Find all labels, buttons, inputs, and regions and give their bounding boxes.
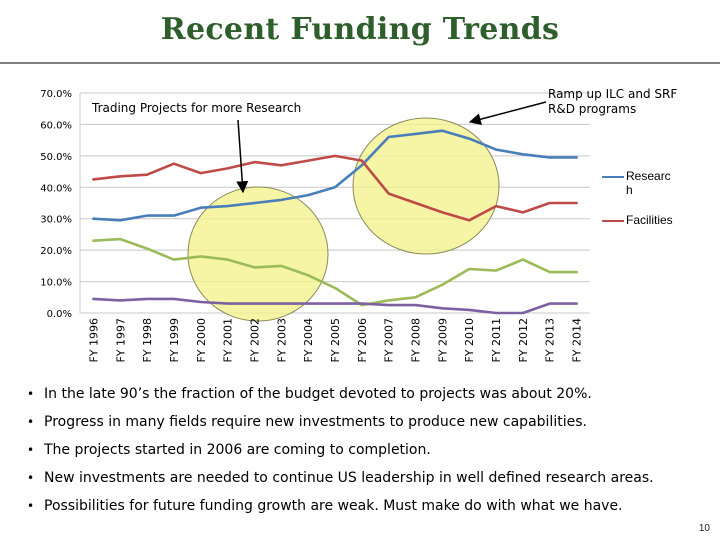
- bullet-dot-icon: •: [27, 499, 35, 513]
- callout-arrows: [236, 101, 547, 194]
- x-tick-label: FY 2012: [517, 318, 530, 363]
- callout-ramp-up: Ramp up ILC and SRF R&D programs: [548, 87, 677, 117]
- funding-trends-chart: 0.0%10.0%20.0%30.0%40.0%50.0%60.0%70.0% …: [40, 89, 590, 363]
- y-tick-label: 10.0%: [40, 278, 72, 289]
- bullet-text: In the late 90’s the fraction of the bud…: [44, 386, 592, 402]
- bullet-dot-icon: •: [27, 443, 35, 457]
- slide-title: Recent Funding Trends: [160, 12, 560, 47]
- y-tick-label: 60.0%: [40, 120, 72, 131]
- bullet-item: • New investments are needed to continue …: [24, 468, 714, 496]
- series-line-0: [92, 129, 578, 222]
- bullet-text: Progress in many fields require new inve…: [44, 414, 587, 430]
- title-divider: [0, 62, 720, 64]
- legend-label-facilities: Facilities: [626, 213, 673, 227]
- bullet-text: The projects started in 2006 are coming …: [44, 442, 431, 458]
- x-tick-label: FY 1999: [168, 318, 181, 363]
- bullet-item: • The projects started in 2006 are coming…: [24, 440, 714, 468]
- x-tick-label: FY 2009: [436, 318, 449, 363]
- arrow-right: [468, 101, 547, 126]
- bullet-item: • In the late 90’s the fraction of the bu…: [24, 384, 714, 412]
- y-tick-label: 40.0%: [40, 183, 72, 194]
- bullet-dot-icon: •: [27, 387, 35, 401]
- x-tick-label: FY 2001: [222, 318, 235, 363]
- y-tick-label: 50.0%: [40, 152, 72, 163]
- x-tick-labels: FY 1996 FY 1997 FY 1998 FY 1999 FY 2000 FY 20…: [87, 318, 583, 363]
- series-lines: [92, 129, 578, 315]
- highlight-circles: [187, 117, 500, 322]
- y-tick-label: 0.0%: [47, 309, 72, 320]
- x-tick-label: FY 2000: [195, 318, 208, 363]
- legend-label-research-line1: Researc: [626, 169, 671, 183]
- legend-swatch-research: [602, 176, 624, 178]
- legend-label-research: Researc h: [626, 169, 671, 197]
- callout-ramp-up-line1: Ramp up ILC and SRF: [548, 87, 678, 101]
- y-tick-label: 70.0%: [40, 89, 72, 100]
- page-number: 10: [698, 523, 710, 534]
- series-line-1: [92, 154, 578, 222]
- x-tick-label: FY 2013: [544, 318, 557, 363]
- grid-lines: [79, 92, 590, 314]
- legend-swatch-facilities: [602, 220, 624, 222]
- x-tick-label: FY 2010: [463, 318, 476, 363]
- x-tick-label: FY 2011: [490, 318, 503, 363]
- bullet-dot-icon: •: [27, 471, 35, 485]
- y-tick-labels: 0.0% 10.0% 20.0% 30.0% 40.0% 50.0% 60.0% 70.0%: [40, 89, 72, 320]
- x-tick-label: FY 1998: [141, 318, 154, 363]
- series-line-3: [92, 297, 578, 315]
- highlight-circle-left: [187, 186, 329, 322]
- x-tick-label: FY 2008: [410, 318, 423, 363]
- bullet-text: Possibilities for future funding growth …: [44, 498, 623, 514]
- x-tick-label: FY 2002: [248, 318, 261, 363]
- highlight-circle-right: [352, 117, 500, 255]
- callout-ramp-up-line2: R&D programs: [548, 102, 637, 116]
- arrow-left: [236, 119, 249, 194]
- x-tick-label: FY 2005: [329, 318, 342, 363]
- x-tick-label: FY 2006: [356, 318, 369, 363]
- bullet-text: New investments are needed to continue U…: [44, 470, 654, 486]
- x-tick-label: FY 2003: [275, 318, 288, 363]
- series-line-2: [92, 237, 578, 307]
- x-tick-label: FY 2007: [383, 318, 396, 363]
- x-tick-label: FY 1996: [87, 318, 100, 363]
- callout-trading-projects: Trading Projects for more Research: [92, 101, 302, 115]
- y-tick-label: 30.0%: [40, 215, 72, 226]
- y-tick-label: 20.0%: [40, 246, 72, 257]
- bullet-item: • Progress in many fields require new inv…: [24, 412, 714, 440]
- x-tick-label: FY 1997: [114, 318, 127, 363]
- bullet-dot-icon: •: [27, 415, 35, 429]
- bullet-item: • Possibilities for future funding growth…: [24, 496, 714, 524]
- x-tick-label: FY 2004: [302, 318, 315, 363]
- bullet-list: • In the late 90’s the fraction of the bu…: [24, 384, 714, 524]
- legend-label-research-line2: h: [626, 183, 633, 197]
- x-tick-label: FY 2014: [571, 318, 584, 363]
